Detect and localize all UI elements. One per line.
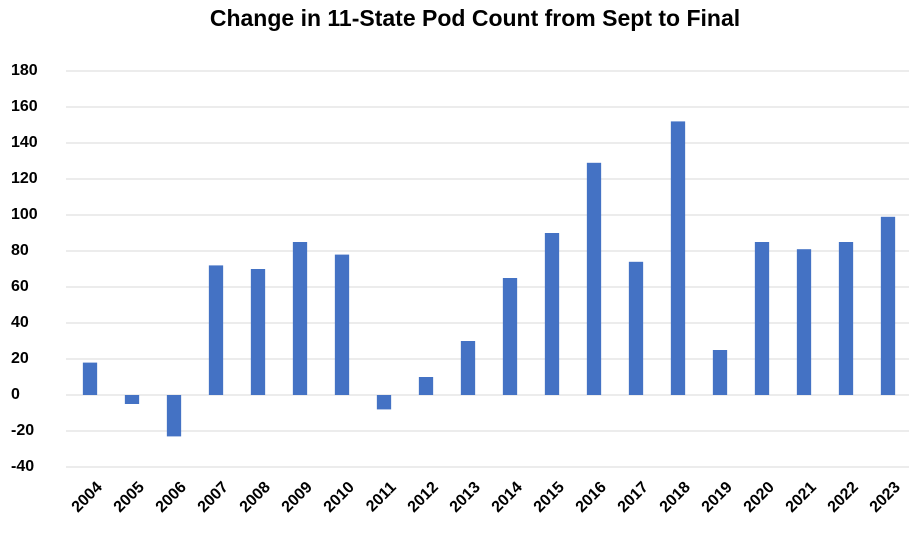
x-tick-label: 2007	[195, 479, 232, 516]
x-tick-label: 2009	[279, 479, 316, 516]
y-tick-label: 20	[11, 350, 29, 367]
bar	[166, 395, 182, 437]
y-tick-label: 40	[11, 314, 29, 331]
y-tick-label: 0	[11, 386, 20, 403]
chart-title: Change in 11-State Pod Count from Sept t…	[210, 5, 740, 31]
bar	[586, 162, 602, 395]
bar	[754, 242, 770, 395]
y-tick-label: 180	[11, 62, 38, 79]
y-tick-label: 60	[11, 278, 29, 295]
y-tick-label: -20	[11, 422, 34, 439]
bar	[796, 249, 812, 395]
x-tick-label: 2023	[867, 479, 904, 516]
bar	[838, 242, 854, 395]
x-tick-label: 2014	[489, 479, 526, 516]
y-tick-label: 120	[11, 170, 38, 187]
x-tick-label: 2013	[447, 479, 484, 516]
bar	[628, 261, 644, 395]
x-tick-label: 2012	[405, 479, 442, 516]
bar	[124, 395, 140, 404]
x-tick-label: 2005	[111, 479, 148, 516]
x-tick-label: 2015	[531, 479, 568, 516]
bar	[418, 377, 434, 395]
y-tick-label: 140	[11, 134, 38, 151]
x-tick-label: 2004	[69, 479, 106, 516]
bar	[376, 395, 392, 410]
bar	[292, 242, 308, 395]
bar	[82, 362, 98, 395]
x-tick-label: 2016	[573, 479, 610, 516]
y-tick-label: 80	[11, 242, 29, 259]
x-tick-label: 2020	[741, 479, 778, 516]
x-tick-label: 2017	[615, 479, 652, 516]
bar	[334, 254, 350, 395]
x-tick-label: 2010	[321, 479, 358, 516]
bar	[460, 341, 476, 395]
bar	[880, 216, 896, 395]
x-tick-label: 2008	[237, 479, 274, 516]
x-tick-label: 2021	[783, 479, 820, 516]
bar	[502, 278, 518, 395]
y-tick-label: -40	[11, 458, 34, 475]
bar	[670, 121, 686, 396]
y-tick-label: 160	[11, 98, 38, 115]
x-tick-label: 2006	[153, 479, 190, 516]
x-tick-label: 2011	[363, 479, 400, 516]
bar	[712, 350, 728, 395]
x-tick-label: 2022	[825, 479, 862, 516]
bar	[250, 269, 266, 395]
x-tick-label: 2019	[699, 479, 736, 516]
bar	[544, 233, 560, 395]
y-tick-label: 100	[11, 206, 38, 223]
x-tick-label: 2018	[657, 479, 694, 516]
bar	[208, 265, 224, 395]
